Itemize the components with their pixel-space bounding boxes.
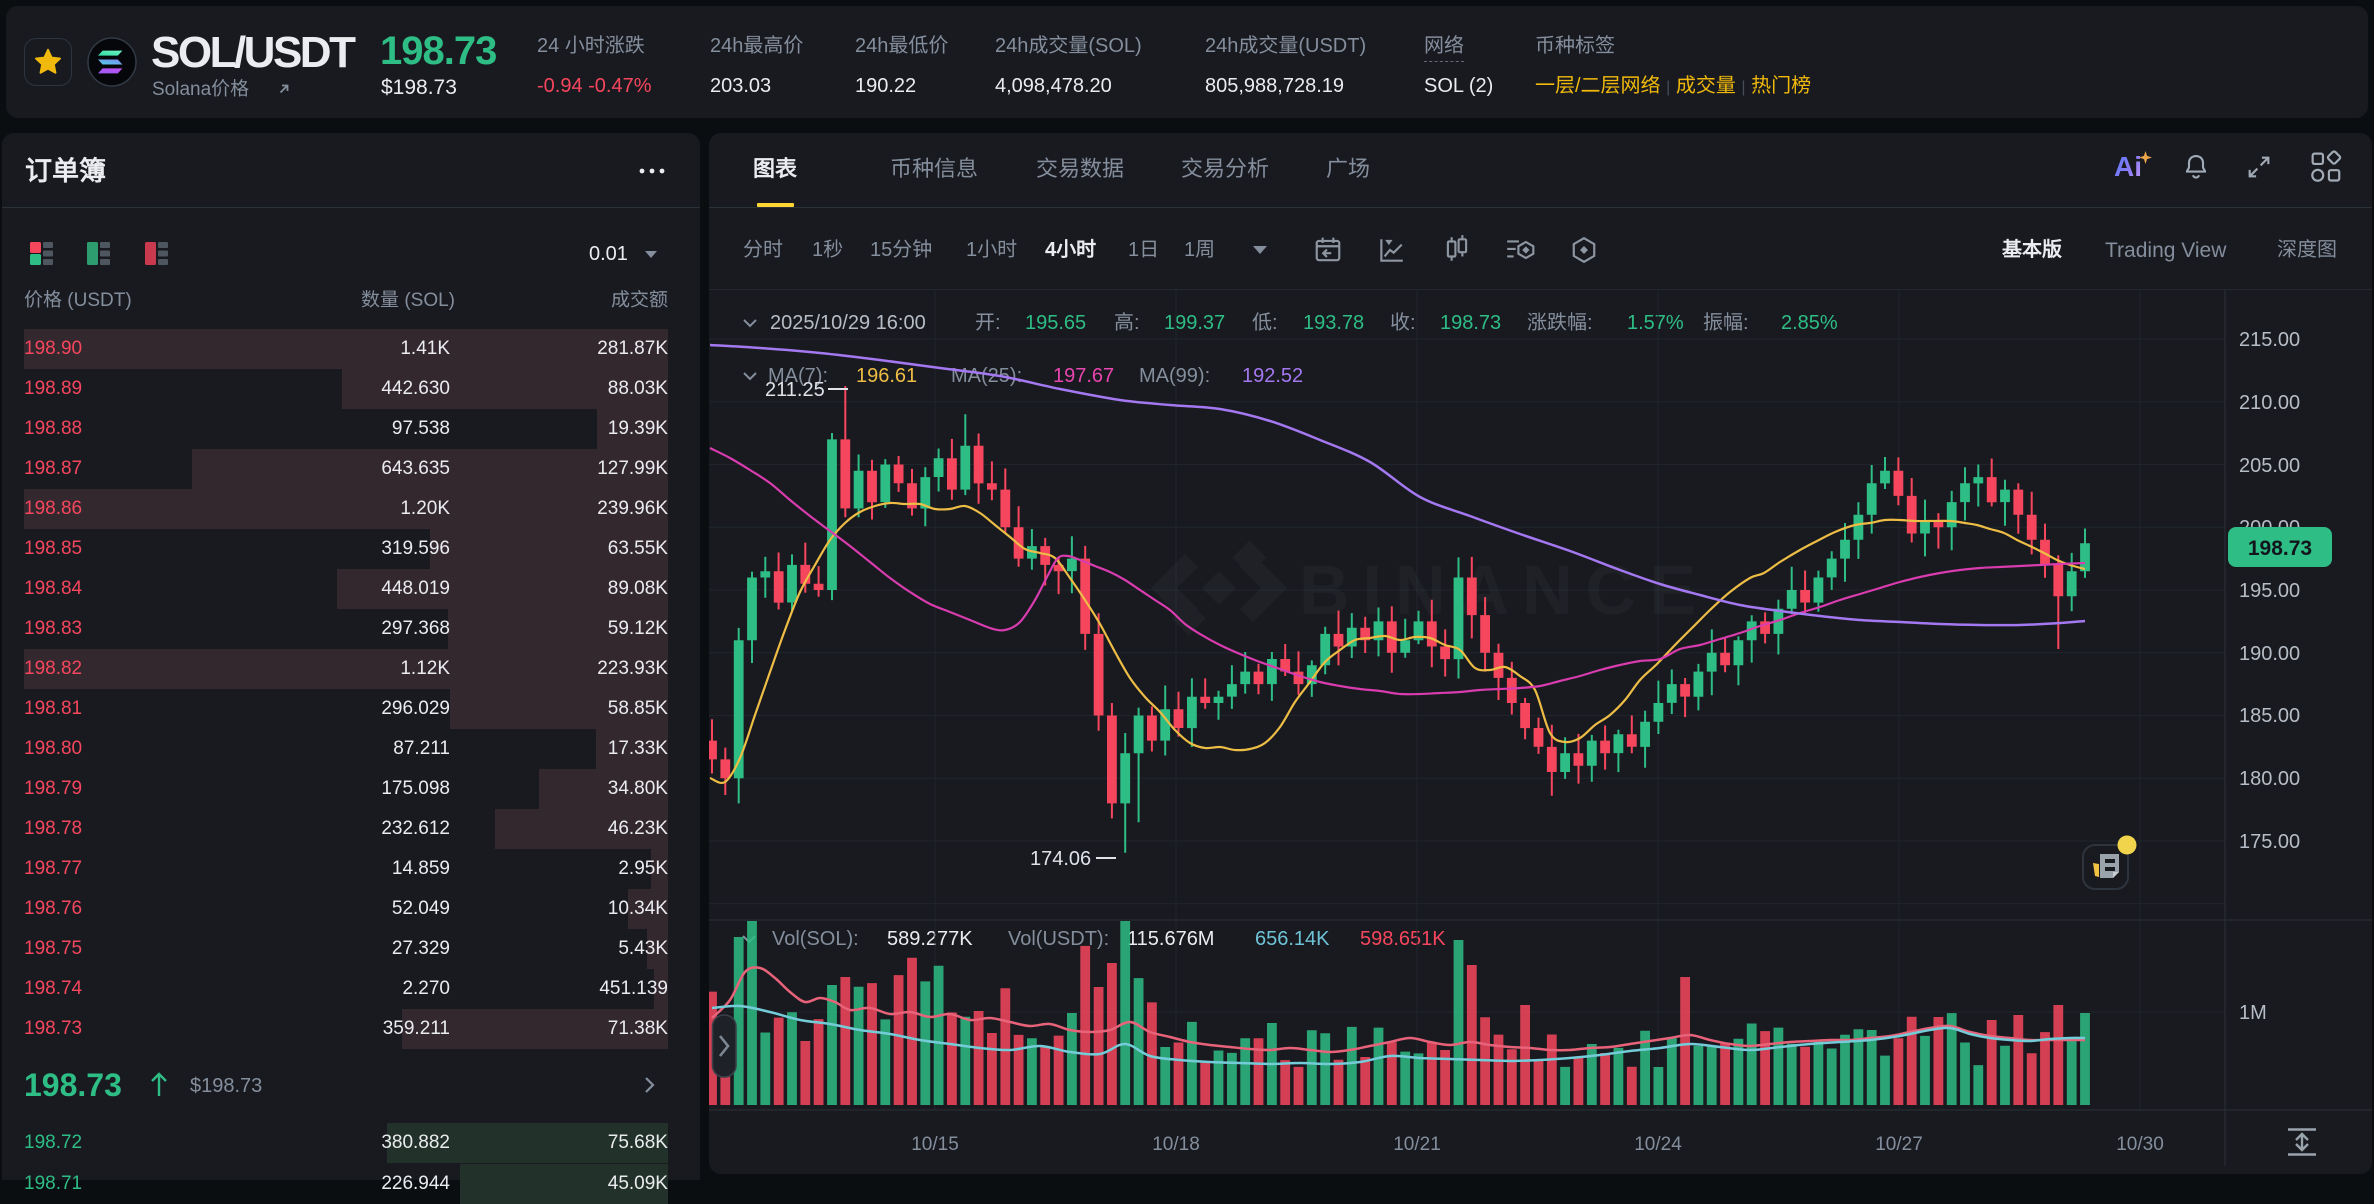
svg-text:174.06: 174.06 [1030,848,1091,870]
svg-text:215.00: 215.00 [2239,329,2300,351]
svg-text:10/15: 10/15 [911,1134,959,1155]
svg-text:210.00: 210.00 [2239,392,2300,414]
svg-text:10/27: 10/27 [1875,1134,1923,1155]
svg-text:BINANCE: BINANCE [1299,551,1709,629]
svg-text:185.00: 185.00 [2239,705,2300,727]
svg-text:190.00: 190.00 [2239,643,2300,665]
svg-text:195.00: 195.00 [2239,580,2300,602]
svg-text:198.73: 198.73 [2248,537,2312,560]
svg-text:10/24: 10/24 [1634,1134,1682,1155]
svg-text:10/21: 10/21 [1393,1134,1441,1155]
svg-text:180.00: 180.00 [2239,768,2300,790]
svg-text:10/30: 10/30 [2116,1134,2164,1155]
svg-text:1M: 1M [2239,1002,2267,1024]
svg-text:10/18: 10/18 [1152,1134,1200,1155]
svg-text:175.00: 175.00 [2239,831,2300,853]
svg-text:211.25: 211.25 [765,379,825,401]
svg-text:205.00: 205.00 [2239,455,2300,477]
